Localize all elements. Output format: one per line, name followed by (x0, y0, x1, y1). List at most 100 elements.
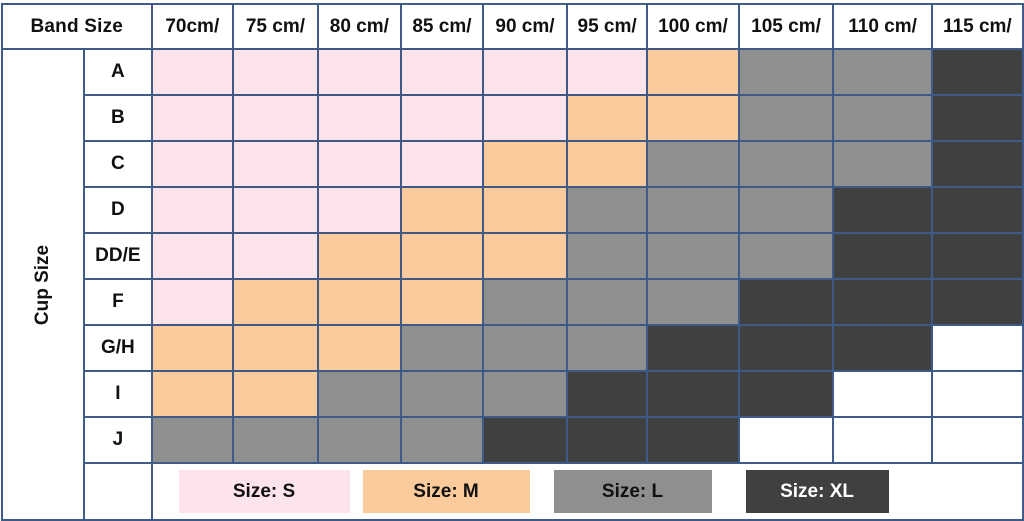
size-cell (737, 416, 835, 464)
size-cell (150, 94, 235, 142)
size-cell (232, 416, 319, 464)
cup-size-axis-label: Cup Size (32, 244, 54, 325)
size-cell (737, 370, 835, 418)
band-size-header: 90 cm/ (482, 3, 568, 50)
band-size-header: 95 cm/ (565, 3, 649, 50)
band-size-header: 80 cm/ (316, 3, 402, 50)
size-cell (316, 140, 402, 188)
size-cell (930, 324, 1024, 372)
size-cell (482, 370, 568, 418)
size-cell (930, 232, 1024, 280)
size-cell (930, 140, 1024, 188)
size-cell (399, 186, 485, 234)
size-cell (565, 324, 649, 372)
size-cell (399, 278, 485, 326)
size-cell (930, 416, 1024, 464)
size-cell (646, 278, 740, 326)
size-cell (930, 370, 1024, 418)
legend-item-m: Size: M (362, 470, 530, 513)
size-cell (832, 416, 933, 464)
size-cell (150, 48, 235, 96)
size-cell (482, 48, 568, 96)
size-cell (565, 140, 649, 188)
table-row: G/H (2, 324, 1024, 372)
size-cell (565, 232, 649, 280)
size-cell (646, 370, 740, 418)
size-cell (832, 324, 933, 372)
size-cell (832, 48, 933, 96)
size-cell (565, 370, 649, 418)
size-cell (316, 370, 402, 418)
legend-row: Size: S Size: M Size: L Size: XL (2, 462, 1024, 521)
cup-size-label: F (83, 278, 153, 326)
cup-size-label: J (83, 416, 153, 464)
size-cell (646, 48, 740, 96)
cup-size-label: I (83, 370, 153, 418)
size-cell (399, 48, 485, 96)
size-cell (316, 324, 402, 372)
cup-size-label: DD/E (83, 232, 153, 280)
size-cell (832, 94, 933, 142)
size-cell (316, 278, 402, 326)
table-row: F (2, 278, 1024, 326)
table-row: C (2, 140, 1024, 188)
size-cell (737, 186, 835, 234)
size-cell (482, 416, 568, 464)
size-cell (232, 232, 319, 280)
size-cell (832, 140, 933, 188)
size-cell (232, 140, 319, 188)
size-cell (399, 140, 485, 188)
size-cell (150, 324, 235, 372)
size-cell (399, 370, 485, 418)
size-cell (232, 186, 319, 234)
table-row: DD/E (2, 232, 1024, 280)
size-cell (482, 232, 568, 280)
size-cell (737, 278, 835, 326)
size-cell (316, 232, 402, 280)
size-cell (482, 94, 568, 142)
size-cell (482, 140, 568, 188)
size-cell (316, 186, 402, 234)
size-cell (150, 232, 235, 280)
legend-item-l: Size: L (553, 470, 712, 513)
size-cell (232, 94, 319, 142)
cup-size-label: C (83, 140, 153, 188)
cup-size-label: A (83, 48, 153, 96)
size-cell (832, 370, 933, 418)
size-cell (150, 186, 235, 234)
size-cell (646, 324, 740, 372)
size-cell (316, 48, 402, 96)
cup-size-label: D (83, 186, 153, 234)
size-cell (482, 278, 568, 326)
cup-size-axis: Cup Size (0, 48, 86, 521)
size-cell (646, 232, 740, 280)
size-cell (930, 278, 1024, 326)
legend-item-xl: Size: XL (745, 470, 889, 513)
size-cell (737, 140, 835, 188)
cup-size-label: B (83, 94, 153, 142)
size-cell (150, 140, 235, 188)
size-cell (737, 232, 835, 280)
band-size-header: 75 cm/ (232, 3, 319, 50)
cup-size-label: G/H (83, 324, 153, 372)
size-cell (930, 186, 1024, 234)
size-cell (316, 94, 402, 142)
size-chart-table: Band Size 70cm/75 cm/80 cm/85 cm/90 cm/9… (0, 3, 1024, 521)
table-row: D (2, 186, 1024, 234)
table-row: I (2, 370, 1024, 418)
size-cell (565, 94, 649, 142)
size-cell (565, 416, 649, 464)
size-cell (150, 416, 235, 464)
size-cell (930, 48, 1024, 96)
size-cell (565, 278, 649, 326)
size-cell (232, 370, 319, 418)
size-cell (737, 324, 835, 372)
size-cell (737, 48, 835, 96)
size-cell (930, 94, 1024, 142)
size-cell (150, 278, 235, 326)
band-size-header: 105 cm/ (737, 3, 835, 50)
band-size-header: 70cm/ (150, 3, 235, 50)
size-cell (565, 186, 649, 234)
size-cell (832, 278, 933, 326)
